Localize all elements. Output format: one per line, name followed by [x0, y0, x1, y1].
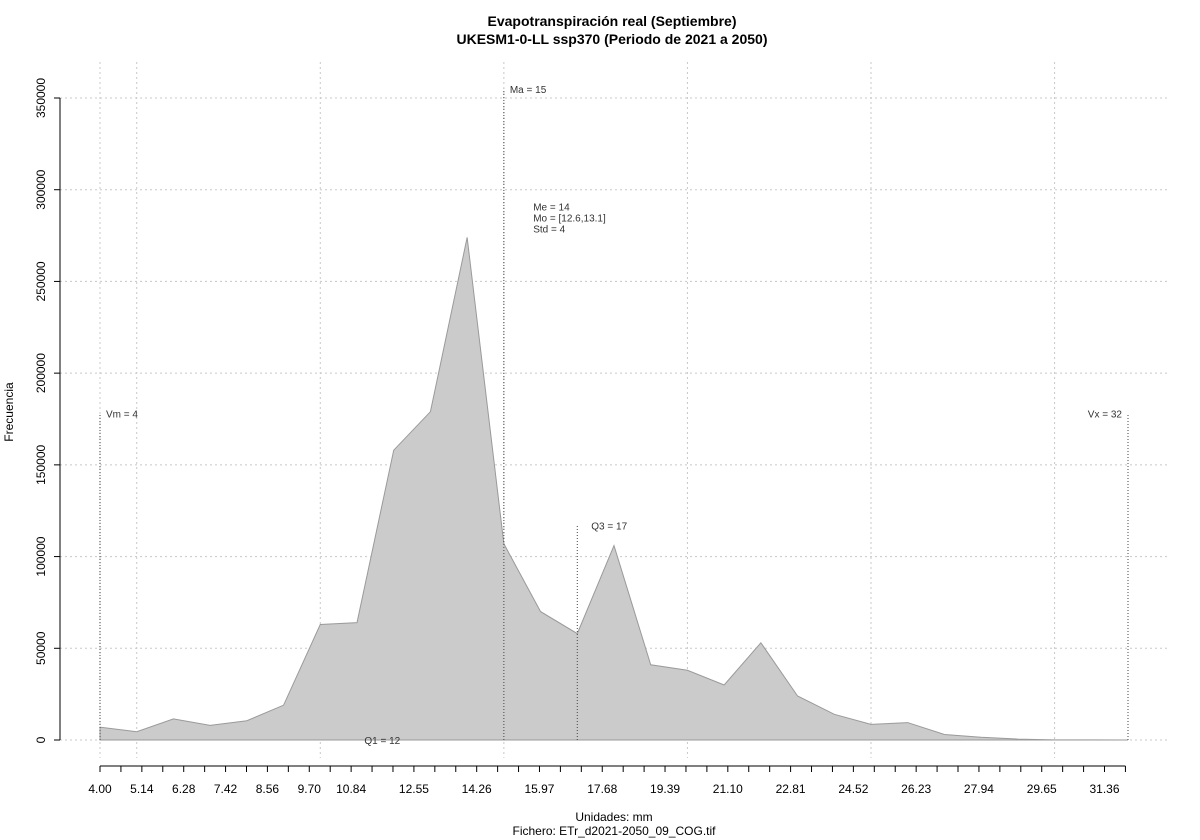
x-tick-label: 10.84 — [336, 782, 366, 796]
y-tick-label: 200000 — [34, 353, 48, 393]
x-tick-label: 27.94 — [964, 782, 994, 796]
ma-label: Ma = 15 — [510, 85, 547, 96]
x-tick-label: 26.23 — [901, 782, 931, 796]
frequency-area-shape — [99, 237, 1129, 741]
y-tick-label: 0 — [34, 736, 48, 743]
x-tick-label: 8.56 — [256, 782, 280, 796]
x-tick-label: 22.81 — [776, 782, 806, 796]
x-tick-label: 5.14 — [130, 782, 154, 796]
x-tick-label: 4.00 — [88, 782, 112, 796]
x-tick-label: 7.42 — [214, 782, 238, 796]
chart-subtitle: UKESM1-0-LL ssp370 (Periodo de 2021 a 20… — [457, 31, 768, 47]
y-tick-label: 350000 — [34, 78, 48, 118]
q3-label: Q3 = 17 — [591, 521, 627, 532]
x-tick-label: 14.26 — [462, 782, 492, 796]
x-tick-label: 17.68 — [587, 782, 617, 796]
y-tick-label: 300000 — [34, 169, 48, 209]
x-axis-label: Unidades: mm — [575, 810, 652, 824]
x-tick-label: 12.55 — [399, 782, 429, 796]
stats-label: Me = 14 — [533, 202, 570, 213]
y-tick-label: 150000 — [34, 445, 48, 485]
y-tick-label: 250000 — [34, 261, 48, 301]
x-tick-label: 9.70 — [298, 782, 322, 796]
y-axis-label: Frecuencia — [2, 382, 16, 442]
x-axis: 4.00 5.14 6.28 7.42 8.56 9.70 10.84 12.55 14.26 1… — [88, 765, 1126, 796]
x-tick-label: 29.65 — [1027, 782, 1057, 796]
y-tick-label: 50000 — [34, 631, 48, 665]
x-tick-label: 21.10 — [713, 782, 743, 796]
q1-label: Q1 = 12 — [364, 736, 400, 747]
x-tick-label: 31.36 — [1089, 782, 1119, 796]
reference-lines: Ma = 15 Vm = 4 Vx = 32 Q3 = 17 Q1 = 12 Me = 1… — [99, 85, 1129, 747]
chart-title: Evapotranspiración real (Septiembre) — [488, 13, 737, 29]
vx-label: Vx = 32 — [1088, 409, 1123, 420]
x-tick-label: 6.28 — [172, 782, 196, 796]
frequency-area — [99, 237, 1129, 741]
source-file-label: Fichero: ETr_d2021-2050_09_COG.tif — [513, 824, 717, 838]
x-tick-label: 24.52 — [838, 782, 868, 796]
x-tick-label: 19.39 — [650, 782, 680, 796]
y-axis: 0 50000 100000 150000 200000 250000 300000 3500… — [34, 78, 61, 743]
stats-label: Std = 4 — [533, 224, 565, 235]
vm-label: Vm = 4 — [106, 409, 138, 420]
stats-label: Mo = [12.6,13.1] — [533, 213, 606, 224]
y-tick-label: 100000 — [34, 536, 48, 576]
x-tick-label: 15.97 — [524, 782, 554, 796]
